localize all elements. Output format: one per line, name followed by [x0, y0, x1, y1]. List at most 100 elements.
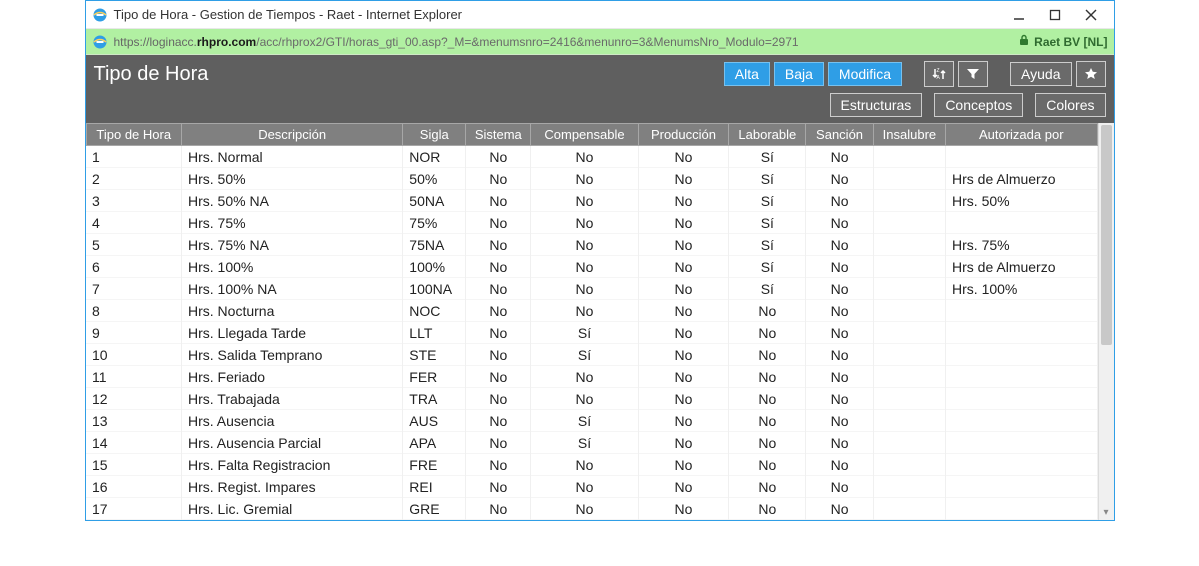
cell-ins [873, 300, 945, 322]
close-button[interactable] [1082, 6, 1100, 24]
cell-sistema: No [466, 190, 531, 212]
cell-desc: Hrs. 100% [182, 256, 403, 278]
cell-prod: No [638, 234, 729, 256]
col-autorizada[interactable]: Autorizada por [946, 124, 1097, 146]
table-row[interactable]: 7Hrs. 100% NA100NANoNoNoSíNoHrs. 100% [86, 278, 1097, 300]
table-row[interactable]: 16Hrs. Regist. ImparesREINoNoNoNoNo [86, 476, 1097, 498]
table-row[interactable]: 3Hrs. 50% NA50NANoNoNoSíNoHrs. 50% [86, 190, 1097, 212]
col-sistema[interactable]: Sistema [466, 124, 531, 146]
cell-desc: Hrs. Normal [182, 146, 403, 168]
cell-desc: Hrs. Falta Registracion [182, 454, 403, 476]
window-title: Tipo de Hora - Gestion de Tiempos - Raet… [114, 7, 1010, 22]
cell-sistema: No [466, 234, 531, 256]
cell-id: 2 [86, 168, 182, 190]
col-sancion[interactable]: Sanción [806, 124, 874, 146]
cell-sigla: 100NA [403, 278, 466, 300]
table-row[interactable]: 2Hrs. 50%50%NoNoNoSíNoHrs de Almuerzo [86, 168, 1097, 190]
col-compensable[interactable]: Compensable [531, 124, 638, 146]
baja-button[interactable]: Baja [774, 62, 824, 86]
cell-prod: No [638, 388, 729, 410]
table-row[interactable]: 15Hrs. Falta RegistracionFRENoNoNoNoNo [86, 454, 1097, 476]
cell-san: No [806, 476, 874, 498]
cell-lab: No [729, 454, 806, 476]
cell-auth [946, 344, 1097, 366]
conceptos-button[interactable]: Conceptos [934, 93, 1023, 117]
cell-id: 13 [86, 410, 182, 432]
cell-lab: Sí [729, 190, 806, 212]
cell-id: 8 [86, 300, 182, 322]
cell-san: No [806, 146, 874, 168]
cell-sigla: FER [403, 366, 466, 388]
cell-id: 14 [86, 432, 182, 454]
table-row[interactable]: 17Hrs. Lic. GremialGRENoNoNoNoNo [86, 498, 1097, 520]
cell-sistema: No [466, 278, 531, 300]
scrollbar-thumb[interactable] [1101, 125, 1112, 345]
cell-sigla: 50NA [403, 190, 466, 212]
colores-button[interactable]: Colores [1035, 93, 1105, 117]
cell-comp: No [531, 388, 638, 410]
cell-prod: No [638, 432, 729, 454]
cell-lab: No [729, 300, 806, 322]
cell-id: 10 [86, 344, 182, 366]
cell-desc: Hrs. Feriado [182, 366, 403, 388]
table-row[interactable]: 11Hrs. FeriadoFERNoNoNoNoNo [86, 366, 1097, 388]
cell-sistema: No [466, 454, 531, 476]
vertical-scrollbar[interactable]: ▾ [1098, 123, 1114, 520]
table-row[interactable]: 4Hrs. 75%75%NoNoNoSíNo [86, 212, 1097, 234]
titlebar: Tipo de Hora - Gestion de Tiempos - Raet… [86, 1, 1114, 29]
table-row[interactable]: 5Hrs. 75% NA75NANoNoNoSíNoHrs. 75% [86, 234, 1097, 256]
cell-san: No [806, 498, 874, 520]
scroll-down-icon[interactable]: ▾ [1099, 504, 1114, 520]
maximize-button[interactable] [1046, 6, 1064, 24]
cell-sistema: No [466, 410, 531, 432]
cell-sistema: No [466, 388, 531, 410]
grid-body: 1Hrs. NormalNORNoNoNoSíNo2Hrs. 50%50%NoN… [86, 146, 1097, 520]
cell-sigla: 75% [403, 212, 466, 234]
minimize-button[interactable] [1010, 6, 1028, 24]
cell-lab: Sí [729, 168, 806, 190]
col-sigla[interactable]: Sigla [403, 124, 466, 146]
ayuda-button[interactable]: Ayuda [1010, 62, 1071, 86]
cell-auth [946, 366, 1097, 388]
cell-auth: Hrs. 100% [946, 278, 1097, 300]
cell-lab: No [729, 344, 806, 366]
cell-sistema: No [466, 256, 531, 278]
table-row[interactable]: 8Hrs. NocturnaNOCNoNoNoNoNo [86, 300, 1097, 322]
table-row[interactable]: 14Hrs. Ausencia ParcialAPANoSíNoNoNo [86, 432, 1097, 454]
table-row[interactable]: 10Hrs. Salida TempranoSTENoSíNoNoNo [86, 344, 1097, 366]
col-descripcion[interactable]: Descripción [182, 124, 403, 146]
estructuras-button[interactable]: Estructuras [830, 93, 923, 117]
cell-ins [873, 410, 945, 432]
table-row[interactable]: 1Hrs. NormalNORNoNoNoSíNo [86, 146, 1097, 168]
table-row[interactable]: 12Hrs. TrabajadaTRANoNoNoNoNo [86, 388, 1097, 410]
lock-icon [1018, 34, 1030, 49]
cell-lab: Sí [729, 146, 806, 168]
col-produccion[interactable]: Producción [638, 124, 729, 146]
security-badge[interactable]: Raet BV [NL] [1018, 34, 1107, 49]
ie-window: Tipo de Hora - Gestion de Tiempos - Raet… [85, 0, 1115, 521]
address-url[interactable]: https://loginacc.rhpro.com/acc/rhprox2/G… [114, 35, 1011, 49]
cell-auth [946, 476, 1097, 498]
table-row[interactable]: 9Hrs. Llegada TardeLLTNoSíNoNoNo [86, 322, 1097, 344]
cell-sigla: STE [403, 344, 466, 366]
filter-button[interactable] [958, 61, 988, 87]
svg-text:Z: Z [937, 68, 940, 74]
sort-button[interactable]: ZA [924, 61, 954, 87]
cell-auth: Hrs. 75% [946, 234, 1097, 256]
col-laborable[interactable]: Laborable [729, 124, 806, 146]
col-insalubre[interactable]: Insalubre [873, 124, 945, 146]
table-row[interactable]: 13Hrs. AusenciaAUSNoSíNoNoNo [86, 410, 1097, 432]
cell-desc: Hrs. 100% NA [182, 278, 403, 300]
table-row[interactable]: 6Hrs. 100%100%NoNoNoSíNoHrs de Almuerzo [86, 256, 1097, 278]
alta-button[interactable]: Alta [724, 62, 770, 86]
favorite-button[interactable] [1076, 61, 1106, 87]
cell-lab: Sí [729, 278, 806, 300]
modifica-button[interactable]: Modifica [828, 62, 902, 86]
cell-lab: No [729, 432, 806, 454]
cell-prod: No [638, 454, 729, 476]
cell-lab: Sí [729, 256, 806, 278]
col-tipo[interactable]: Tipo de Hora [86, 124, 182, 146]
cell-san: No [806, 432, 874, 454]
cell-comp: No [531, 146, 638, 168]
toolbar-row-secondary: Estructuras Conceptos Colores [94, 93, 1106, 119]
